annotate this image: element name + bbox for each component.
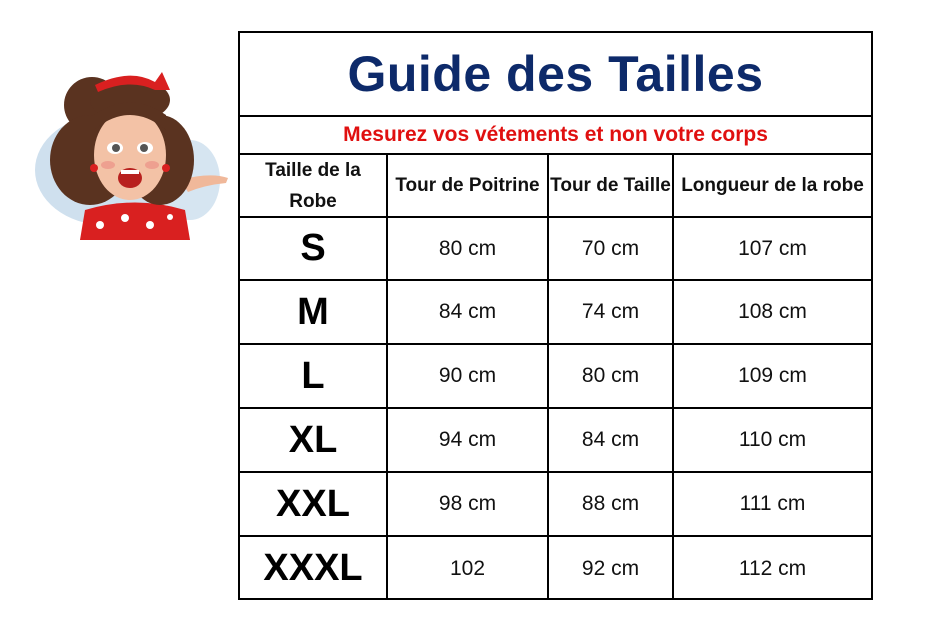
header-bust: Tour de Poitrine (388, 155, 549, 216)
length-cell: 110 cm (738, 428, 807, 451)
table-row: S 80 cm 70 cm 107 cm (240, 218, 871, 281)
pin-up-woman-illustration (35, 72, 228, 240)
table-row: XXXL 102 92 cm 112 cm (240, 537, 871, 600)
waist-cell: 88 cm (549, 473, 674, 535)
waist-cell: 74 cm (549, 281, 674, 343)
length-cell: 109 cm (738, 364, 807, 387)
bust-cell: 80 cm (388, 218, 549, 279)
length-cell: 108 cm (738, 300, 807, 323)
waist-cell: 92 cm (549, 537, 674, 600)
bust-cell: 90 cm (388, 345, 549, 407)
subtitle-row: Mesurez vos vétements et non votre corps (240, 117, 871, 155)
header-row: Taille de la Robe Tour de Poitrine Tour … (240, 155, 871, 218)
table-row: L 90 cm 80 cm 109 cm (240, 345, 871, 409)
title-row: Guide des Tailles (240, 33, 871, 117)
waist-cell: 84 cm (549, 409, 674, 471)
header-size: Taille de la Robe (240, 155, 388, 216)
header-length: Longueur de la robe (681, 175, 864, 196)
bust-cell: 84 cm (388, 281, 549, 343)
bust-cell: 98 cm (388, 473, 549, 535)
size-cell: M (240, 281, 388, 343)
size-chart-table: Guide des Tailles Mesurez vos vétements … (238, 31, 873, 600)
bust-cell: 102 (388, 537, 549, 600)
length-cell: 107 cm (738, 236, 807, 260)
bust-cell: 94 cm (388, 409, 549, 471)
page-title: Guide des Tailles (347, 46, 764, 102)
size-cell: XXXL (240, 537, 388, 600)
header-waist: Tour de Taille (549, 155, 674, 216)
waist-cell: 80 cm (549, 345, 674, 407)
size-cell: XXL (240, 473, 388, 535)
table-row: M 84 cm 74 cm 108 cm (240, 281, 871, 345)
size-cell: L (240, 345, 388, 407)
table-row: XL 94 cm 84 cm 110 cm (240, 409, 871, 473)
length-cell: 111 cm (739, 492, 806, 515)
length-cell: 112 cm (738, 556, 807, 580)
size-cell: S (240, 218, 388, 279)
table-row: XXL 98 cm 88 cm 111 cm (240, 473, 871, 537)
size-cell: XL (240, 409, 388, 471)
subtitle: Mesurez vos vétements et non votre corps (343, 123, 768, 146)
waist-cell: 70 cm (549, 218, 674, 279)
